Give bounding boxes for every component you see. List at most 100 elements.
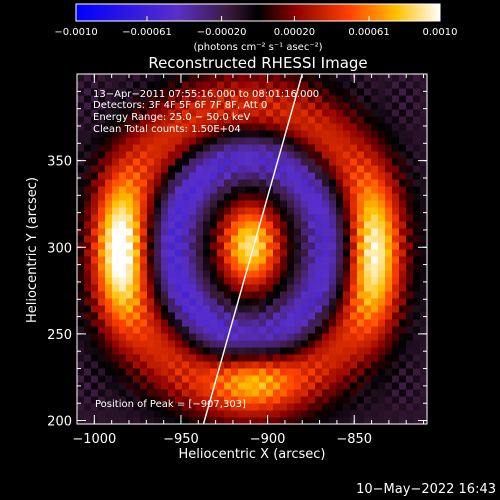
heatmap-cell <box>371 186 379 194</box>
heatmap-cell <box>84 312 92 320</box>
heatmap-cell <box>273 242 281 250</box>
heatmap-cell <box>203 396 211 404</box>
heatmap-cell <box>105 270 113 278</box>
heatmap-cell <box>126 172 134 180</box>
heatmap-cell <box>119 312 127 320</box>
heatmap-cell <box>98 284 106 292</box>
heatmap-cell <box>231 368 239 376</box>
heatmap-cell <box>343 207 351 215</box>
heatmap-cell <box>287 74 295 82</box>
heatmap-cell <box>105 88 113 96</box>
heatmap-cell <box>189 256 197 264</box>
heatmap-cell <box>399 123 407 131</box>
heatmap-cell <box>126 81 134 89</box>
heatmap-cell <box>203 347 211 355</box>
heatmap-cell <box>91 123 99 131</box>
heatmap-cell <box>252 312 260 320</box>
heatmap-cell <box>392 116 400 124</box>
heatmap-cell <box>301 200 309 208</box>
heatmap-cell <box>301 256 309 264</box>
heatmap-cell <box>161 354 169 362</box>
heatmap-cell <box>231 326 239 334</box>
heatmap-cell <box>154 74 162 82</box>
heatmap-cell <box>406 277 414 285</box>
heatmap-cell <box>378 235 386 243</box>
heatmap-cell <box>238 256 246 264</box>
heatmap-cell <box>392 340 400 348</box>
heatmap-cell <box>231 221 239 229</box>
heatmap-cell <box>168 172 176 180</box>
heatmap-cell <box>203 277 211 285</box>
heatmap-cell <box>161 410 169 418</box>
heatmap-cell <box>147 291 155 299</box>
heatmap-cell <box>182 347 190 355</box>
heatmap-cell <box>210 193 218 201</box>
heatmap-cell <box>287 298 295 306</box>
heatmap-cell <box>119 179 127 187</box>
heatmap-cell <box>364 256 372 264</box>
heatmap-cell <box>133 221 141 229</box>
limb-line <box>202 73 303 425</box>
heatmap-cell <box>189 130 197 138</box>
heatmap-cell <box>399 179 407 187</box>
heatmap-cell <box>273 200 281 208</box>
heatmap-cell <box>112 340 120 348</box>
heatmap-cell <box>357 165 365 173</box>
heatmap-cell <box>301 319 309 327</box>
heatmap-cell <box>259 235 267 243</box>
heatmap-cell <box>84 165 92 173</box>
heatmap-cell <box>203 116 211 124</box>
heatmap-cell <box>238 102 246 110</box>
heatmap-cell <box>238 249 246 257</box>
heatmap-cell <box>140 207 148 215</box>
heatmap-cell <box>98 116 106 124</box>
heatmap-cell <box>266 102 274 110</box>
heatmap-cell <box>217 200 225 208</box>
heatmap-cell <box>154 361 162 369</box>
heatmap-cell <box>420 249 428 257</box>
heatmap-cell <box>322 354 330 362</box>
heatmap-cell <box>252 389 260 397</box>
heatmap-cell <box>91 158 99 166</box>
heatmap-cell <box>371 417 379 425</box>
heatmap-cell <box>343 102 351 110</box>
heatmap-cell <box>406 193 414 201</box>
heatmap-cell <box>336 88 344 96</box>
heatmap-cell <box>350 284 358 292</box>
heatmap-cell <box>350 165 358 173</box>
heatmap-cell <box>175 396 183 404</box>
heatmap-cell <box>308 354 316 362</box>
heatmap-cell <box>112 298 120 306</box>
heatmap-cell <box>329 326 337 334</box>
heatmap-cell <box>308 277 316 285</box>
heatmap-cell <box>231 74 239 82</box>
heatmap-cell <box>147 319 155 327</box>
heatmap-cell <box>217 235 225 243</box>
heatmap-cell <box>399 389 407 397</box>
heatmap-cell <box>196 333 204 341</box>
heatmap-cell <box>266 172 274 180</box>
heatmap-cell <box>329 256 337 264</box>
heatmap-cell <box>385 319 393 327</box>
heatmap-cell <box>420 130 428 138</box>
heatmap-cell <box>294 396 302 404</box>
heatmap-cell <box>77 291 85 299</box>
heatmap-cell <box>147 389 155 397</box>
heatmap-cell <box>182 410 190 418</box>
heatmap-cell <box>154 228 162 236</box>
heatmap-cell <box>147 305 155 313</box>
heatmap-cell <box>210 172 218 180</box>
heatmap-cell <box>413 368 421 376</box>
heatmap-cell <box>322 81 330 89</box>
heatmap-cell <box>322 270 330 278</box>
heatmap-cell <box>140 340 148 348</box>
heatmap-cell <box>273 277 281 285</box>
heatmap-cell <box>105 228 113 236</box>
heatmap-cell <box>287 116 295 124</box>
heatmap-cell <box>112 158 120 166</box>
heatmap-cell <box>329 333 337 341</box>
heatmap-cell <box>336 410 344 418</box>
heatmap-cell <box>175 95 183 103</box>
heatmap-cell <box>77 319 85 327</box>
heatmap-cell <box>329 270 337 278</box>
